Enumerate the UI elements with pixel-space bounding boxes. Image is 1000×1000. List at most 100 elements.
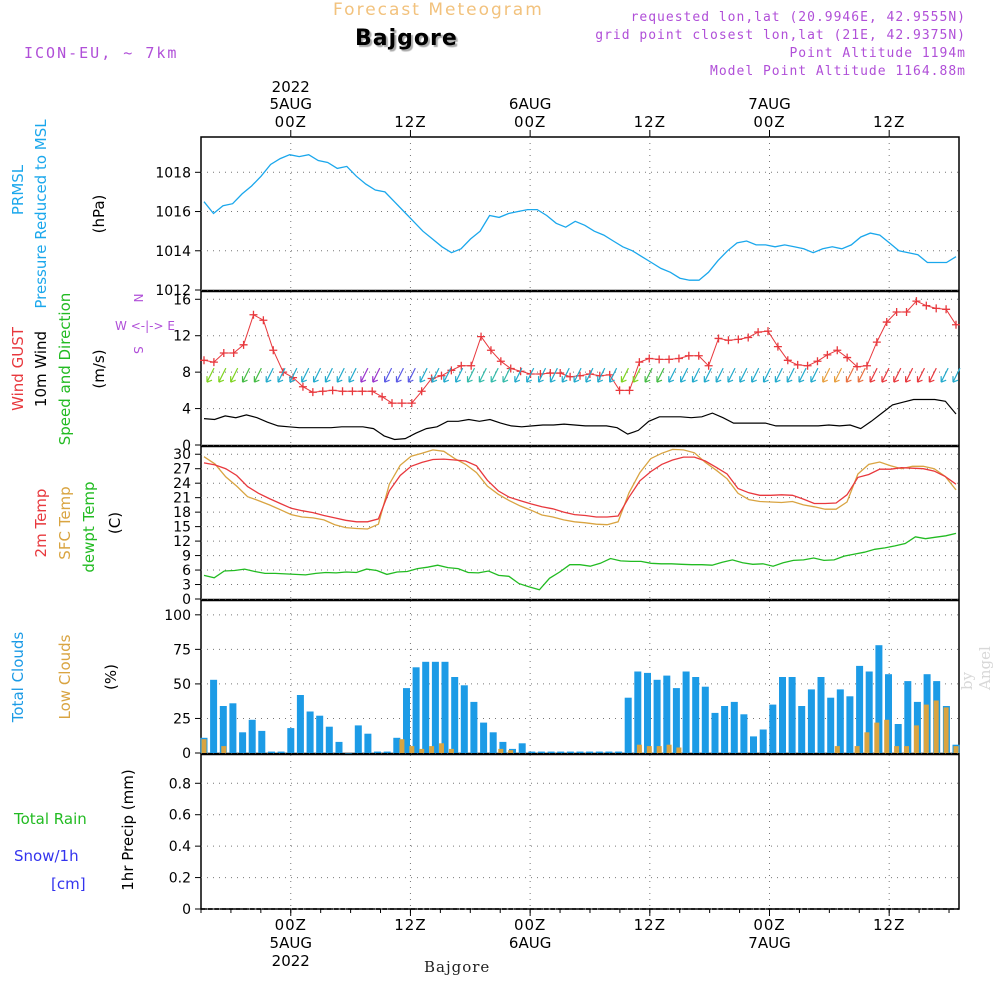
wind-direction-arrow [810,367,819,383]
low-clouds-bar [448,748,454,753]
wind-direction-arrow [680,367,689,383]
gust-point [378,392,387,401]
pressure-unit: (hPa) [90,195,108,234]
total-clouds-bar [740,714,748,753]
low-clouds-bar [904,746,909,753]
total-clouds-bar [325,726,333,753]
wind-direction-label: Speed and Direction [56,293,74,446]
wind-direction-arrow [762,367,772,383]
wind-direction-arrow [348,367,357,383]
gust-point [932,304,941,313]
low-clouds-bar [636,744,642,753]
gust-point [546,369,555,378]
wind-direction-arrow [656,367,665,383]
date-label-top: 5AUG [270,95,312,113]
wind-direction-arrow [372,367,381,383]
total-clouds-bar [730,701,738,753]
wind-unit: (m/s) [90,349,108,388]
total-clouds-bar [827,697,835,753]
gust-point [447,366,456,375]
wind-direction-arrow [751,367,760,383]
clouds-unit: (%) [102,664,120,690]
gust-point [862,361,871,370]
total-clouds-bar [335,741,343,753]
rain-label: Total Rain [13,810,87,828]
date-label-bottom: 5AUG [270,934,312,952]
low-clouds-bar [933,700,939,753]
wind-direction-arrow [869,367,878,383]
low-clouds-bar [399,739,405,753]
low-clouds-bar [884,719,890,753]
wind-direction-arrow [597,367,606,383]
wind-label: 10m Wind [32,331,50,407]
compass-s: S [131,346,145,354]
y-tick-label: 0 [182,902,191,918]
gust-point [892,308,901,317]
wind-direction-arrow [822,367,831,383]
time-tick-bottom: 00Z [275,916,307,934]
total-clouds-bar [316,715,324,753]
time-tick-bottom: 12Z [394,916,426,934]
low-clouds-bar [439,743,444,753]
total-clouds-bar [460,685,468,753]
total-clouds-bar [470,701,478,753]
gust-point [506,364,515,373]
wind-direction-arrow [940,367,949,383]
wind-direction-arrow [727,367,736,383]
gust-point [259,316,268,325]
wind-direction-arrow [466,367,476,383]
wind-direction-arrow [312,367,322,383]
requested-coords: requested lon,lat (20.9946E, 42.9555N) [630,10,966,25]
footer-location: Bajgore [424,958,491,976]
time-tick-top: 00Z [275,113,307,131]
time-tick-top: 12Z [394,113,426,131]
gust-point [328,386,337,395]
total-clouds-bar [451,677,459,753]
y-tick-label: 0 [182,438,191,454]
total-clouds-bar [422,661,430,753]
total-clouds-bar [711,712,719,753]
wind-direction-arrow [715,367,724,383]
low-clouds-bar [201,739,207,753]
total-clouds-bar [277,751,285,753]
wind-direction-arrow [206,367,215,383]
y-tick-label: 0.4 [169,839,191,855]
date-label-bottom: 6AUG [509,934,551,952]
wind-direction-arrow [893,367,902,383]
wind-direction-arrow [585,367,594,383]
y-tick-label: 15 [173,520,191,536]
total-clouds-bar [412,667,420,753]
time-tick-top: 00Z [753,113,785,131]
gust-point [239,340,248,349]
y-tick-label: 0.6 [169,808,191,824]
low-clouds-bar [498,748,504,753]
low-clouds-bar [419,748,425,753]
gust-line [203,300,957,404]
gust-point [209,358,218,367]
gust-point [783,356,792,365]
gust-point [348,387,357,396]
temp-2m-label: 2m Temp [32,489,50,558]
gust-point [368,387,377,396]
y-tick-label: 8 [182,365,191,381]
y-tick-label: 24 [173,476,191,492]
y-tick-label: 0 [182,746,191,762]
gust-point [437,371,446,380]
low-clouds-bar [409,746,415,753]
wind-direction-arrow [609,367,618,383]
gust-point [249,310,258,319]
low-clouds-bar [923,704,929,753]
pressure-line [203,154,957,281]
gust-point [417,387,426,396]
total-clouds-bar [557,751,565,753]
total-clouds-label: Total Clouds [9,632,27,724]
total-clouds-bar [769,704,777,753]
wind-direction-arrow [537,367,547,383]
total-clouds-bar [499,741,507,753]
y-tick-label: 3 [182,578,191,594]
total-clouds-bar [644,672,651,753]
wind-direction-arrow [703,367,712,383]
total-clouds-bar [615,751,623,753]
wind-direction-arrow [253,367,262,383]
wind-direction-arrow [739,367,748,383]
